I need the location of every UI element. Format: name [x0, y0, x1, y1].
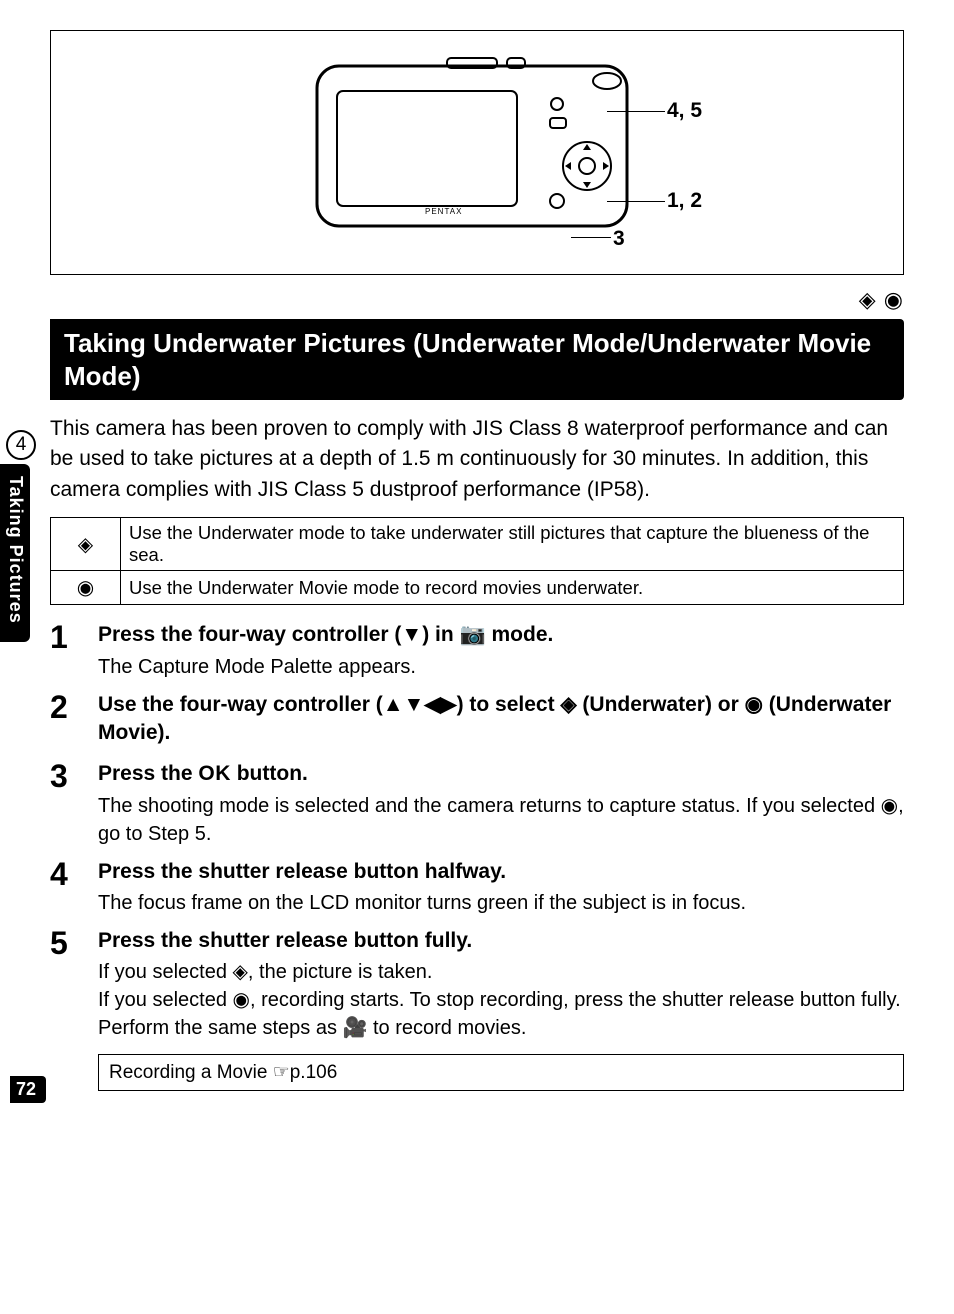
callout-label: 4, 5: [667, 99, 702, 123]
reference-box: Recording a Movie ☞p.106: [98, 1054, 904, 1091]
mode-icon: ◉: [51, 571, 121, 605]
camera-diagram: PENTAX 4, 5 1, 2 3: [50, 30, 904, 275]
mode-description-table: ◈Use the Underwater mode to take underwa…: [50, 517, 904, 605]
step-text: The focus frame on the LCD monitor turns…: [98, 889, 904, 917]
ok-button-label: OK: [198, 762, 231, 785]
mode-icons-glyphs: ◈ ◉: [859, 287, 904, 312]
step-title: Use the four-way controller (▲▼◀▶) to se…: [98, 691, 904, 748]
callout-line: [607, 201, 665, 202]
side-tab: 4 Taking Pictures: [0, 430, 42, 642]
step-number: 5: [50, 927, 98, 959]
step-body: Use the four-way controller (▲▼◀▶) to se…: [98, 691, 904, 751]
step-body: Press the shutter release button halfway…: [98, 858, 904, 917]
step: 1Press the four-way controller (▼) in 📷 …: [50, 621, 904, 680]
step-body: Press the four-way controller (▼) in 📷 m…: [98, 621, 904, 680]
step-title: Press the OK button.: [98, 760, 904, 788]
step-number: 2: [50, 691, 98, 723]
step-title: Press the shutter release button halfway…: [98, 858, 904, 886]
mode-icon: ◈: [51, 518, 121, 571]
step-number: 3: [50, 760, 98, 792]
step-number: 1: [50, 621, 98, 653]
intro-paragraph: This camera has been proven to comply wi…: [50, 414, 904, 505]
step-title: Press the shutter release button fully.: [98, 927, 904, 955]
table-row: ◈Use the Underwater mode to take underwa…: [51, 518, 904, 571]
mode-description: Use the Underwater Movie mode to record …: [121, 571, 904, 605]
camera-illustration: PENTAX: [307, 46, 647, 246]
step: 4Press the shutter release button halfwa…: [50, 858, 904, 917]
step-title: Press the four-way controller (▼) in 📷 m…: [98, 621, 904, 649]
camera-brand-label: PENTAX: [425, 207, 462, 216]
step: 3Press the OK button. The shooting mode i…: [50, 760, 904, 847]
step-text: If you selected ◈, the picture is taken.…: [98, 958, 904, 1042]
step-body: Press the OK button. The shooting mode is…: [98, 760, 904, 847]
steps-list: 1Press the four-way controller (▼) in 📷 …: [50, 621, 904, 1042]
page-number: 72: [10, 1076, 46, 1103]
callout-line: [607, 111, 665, 112]
step-body: Press the shutter release button fully. I…: [98, 927, 904, 1042]
step-number: 4: [50, 858, 98, 890]
step: 2Use the four-way controller (▲▼◀▶) to s…: [50, 691, 904, 751]
chapter-number-badge: 4: [6, 430, 36, 460]
section-header: Taking Underwater Pictures (Underwater M…: [50, 319, 904, 400]
callout-label: 3: [613, 227, 625, 251]
callout-label: 1, 2: [667, 189, 702, 213]
mode-icons-row: ◈ ◉: [50, 287, 904, 313]
callout-line: [571, 237, 611, 238]
chapter-label: Taking Pictures: [0, 464, 30, 642]
table-row: ◉Use the Underwater Movie mode to record…: [51, 571, 904, 605]
step: 5Press the shutter release button fully.…: [50, 927, 904, 1042]
step-text: The Capture Mode Palette appears.: [98, 653, 904, 681]
mode-description: Use the Underwater mode to take underwat…: [121, 518, 904, 571]
step-text: The shooting mode is selected and the ca…: [98, 792, 904, 848]
